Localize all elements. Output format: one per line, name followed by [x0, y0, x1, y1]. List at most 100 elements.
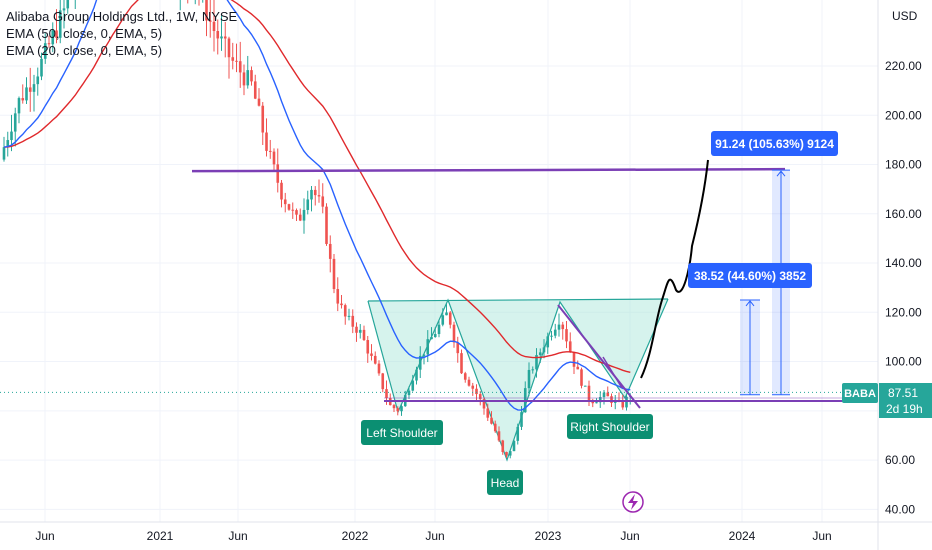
candle-body — [283, 199, 287, 205]
candle-body — [17, 98, 21, 114]
candle-body — [302, 209, 306, 221]
candle-body — [448, 312, 452, 325]
pattern-label-left[interactable]: Left Shoulder — [361, 420, 443, 445]
candle-body — [392, 405, 396, 409]
candle-body — [212, 21, 216, 32]
candle-body — [583, 385, 587, 387]
candle-body — [400, 406, 403, 412]
candle-body — [276, 164, 280, 183]
candle-body — [220, 36, 223, 39]
pattern-label-text: Right Shoulder — [570, 420, 649, 434]
x-tick-label: 2023 — [535, 529, 562, 543]
price-tag-countdown: 2d 19h — [886, 402, 923, 416]
candle-body — [471, 385, 475, 389]
x-tick-label: Jun — [812, 529, 831, 543]
pattern-label-text: Left Shoulder — [366, 426, 437, 440]
candle-body — [317, 195, 321, 197]
candle-body — [595, 402, 598, 404]
measure-label[interactable]: 91.24 (105.63%) 9124 — [711, 131, 838, 156]
candle-body — [366, 340, 370, 354]
candle-body — [452, 324, 456, 343]
price-tag[interactable]: BABA 87.51 2d 19h — [842, 383, 932, 418]
downtrend-line-short — [602, 356, 623, 389]
candle-body — [250, 70, 253, 82]
candle-body — [332, 258, 336, 290]
candle-body — [36, 76, 40, 85]
x-tick-label: Jun — [35, 529, 54, 543]
pattern-label-bg — [361, 420, 443, 445]
measure-label[interactable]: 38.52 (44.60%) 3852 — [688, 263, 812, 288]
candle-body — [463, 373, 467, 380]
candle-body — [490, 417, 493, 424]
downtrend-line — [557, 304, 641, 409]
candle-body — [407, 390, 411, 396]
candle-body — [527, 369, 531, 389]
candle-body — [587, 385, 591, 401]
candle-body — [208, 20, 212, 22]
candle-body — [235, 60, 238, 62]
candle-body — [13, 113, 17, 132]
candle-body — [531, 369, 535, 371]
candle-body — [467, 379, 471, 386]
candle-body — [10, 131, 13, 141]
candle-body — [422, 354, 426, 356]
candle-body — [433, 334, 437, 338]
candle-body — [268, 150, 272, 152]
y-tick-label: 120.00 — [885, 305, 922, 319]
candle-body — [572, 351, 576, 367]
x-tick-label: Jun — [228, 529, 247, 543]
candle-body — [508, 451, 512, 456]
candle-body — [280, 182, 283, 200]
pattern-label-right[interactable]: Right Shoulder — [567, 414, 653, 439]
measure-arrow-head — [745, 300, 755, 307]
pattern-label-head[interactable]: Head — [487, 470, 523, 495]
pattern-labels: Left Shoulder Head Right Shoulder — [361, 414, 653, 495]
candle-body — [550, 335, 553, 337]
candle-body — [355, 326, 358, 333]
measure-label-text: 38.52 (44.60%) 3852 — [694, 269, 806, 283]
y-tick-label: 220.00 — [885, 59, 922, 73]
candle-body — [505, 452, 508, 456]
candle-body — [415, 369, 418, 381]
candle-body — [313, 189, 317, 196]
candle-body — [62, 8, 66, 11]
ema50-line — [3, 0, 631, 373]
lightning-icon[interactable] — [622, 491, 644, 513]
candle-body — [437, 324, 441, 335]
candle-body — [501, 440, 505, 453]
symbol-tag-text: BABA — [844, 388, 876, 400]
candle-body — [482, 399, 486, 409]
candle-body — [336, 289, 340, 304]
candle-body — [445, 312, 448, 316]
candle-body — [298, 214, 302, 221]
projection-curve — [640, 159, 709, 379]
ema20-line — [3, 0, 631, 411]
candle-body — [25, 87, 28, 101]
measure-tools: 38.52 (44.60%) 3852 91.24 (105.63%) 9124 — [688, 131, 838, 396]
legend-title[interactable]: Alibaba Group Holdings Ltd., 1W, NYSE — [6, 9, 238, 24]
candle-body — [512, 440, 516, 452]
measure-label-text: 91.24 (105.63%) 9124 — [715, 137, 834, 151]
y-tick-label: 140.00 — [885, 256, 922, 270]
candle-body — [493, 423, 497, 432]
currency-label: USD — [892, 9, 918, 23]
candle-body — [535, 355, 538, 370]
candle-body — [66, 0, 70, 9]
candle-body — [561, 324, 565, 330]
legend-ema20[interactable]: EMA (20, close, 0, EMA, 5) — [6, 43, 163, 58]
grid — [0, 0, 878, 522]
price-tag-bg — [879, 383, 932, 418]
candle-body — [625, 396, 628, 408]
candle-body — [373, 355, 377, 364]
pattern-label-text: Head — [491, 476, 520, 490]
legend-ema50[interactable]: EMA (50, close, 0, EMA, 5) — [6, 26, 163, 41]
candle-body — [478, 394, 482, 400]
candle-body — [325, 206, 328, 244]
y-tick-label: 180.00 — [885, 158, 922, 172]
candle-body — [602, 392, 606, 398]
candle-body — [396, 408, 400, 412]
ema-lines — [3, 0, 631, 411]
pattern-label-bg — [567, 414, 653, 439]
candle-body — [295, 210, 298, 215]
